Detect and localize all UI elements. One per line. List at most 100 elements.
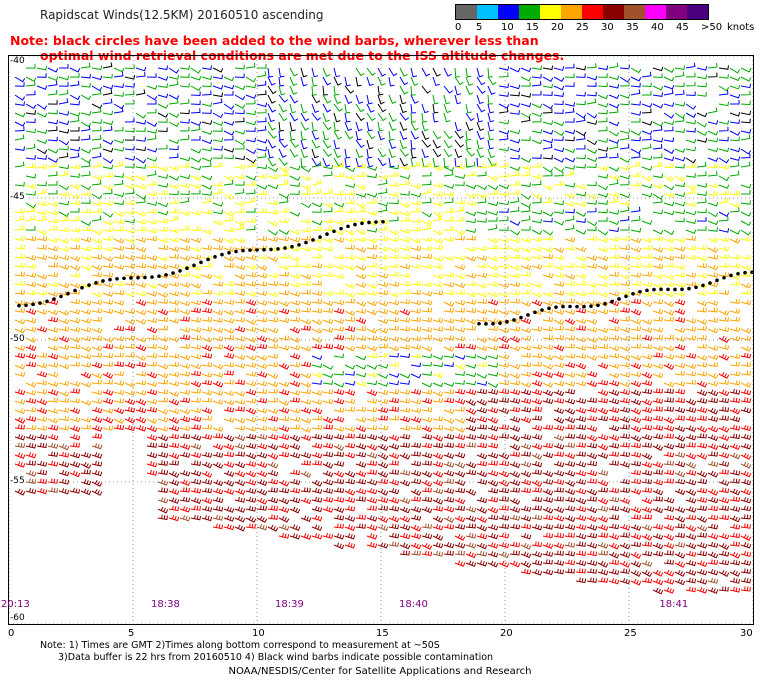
wind-barb [146, 236, 158, 242]
wind-barb [608, 236, 620, 242]
wind-barb [69, 73, 80, 78]
footnote-line2: 3)Data buffer is 22 hrs from 20160510 4)… [58, 652, 494, 663]
wind-barb [454, 235, 465, 241]
wind-barb [69, 152, 80, 159]
wind-barb [707, 107, 718, 114]
wind-barb [311, 380, 322, 385]
wind-barb [179, 119, 190, 124]
wind-barb [498, 134, 509, 141]
wind-barb [718, 89, 729, 96]
wind-barb [685, 91, 696, 97]
wind-barb [344, 316, 355, 322]
wind-barb [25, 272, 37, 278]
wind-barb [531, 551, 543, 558]
wind-barb [531, 505, 542, 511]
wind-barb [388, 488, 400, 495]
wind-barb [377, 281, 389, 288]
wind-barb [575, 415, 587, 422]
wind-barb [707, 171, 718, 177]
wind-barb [553, 496, 564, 502]
wind-barb [597, 479, 609, 487]
wind-barb [531, 424, 543, 431]
wind-barb [234, 406, 245, 412]
wind-barb [267, 426, 279, 432]
wind-barb [344, 174, 356, 181]
wind-barb [245, 76, 257, 83]
wind-barb [531, 80, 542, 87]
wind-barb [223, 362, 234, 368]
quality-flag-circle [150, 275, 154, 279]
wind-barb [399, 515, 411, 523]
wind-barb [542, 143, 553, 150]
wind-barb [608, 523, 620, 530]
wind-barb [641, 334, 653, 342]
wind-barb [69, 487, 81, 494]
wind-barb [58, 98, 69, 105]
wind-barb [740, 327, 752, 334]
wind-barb [399, 236, 411, 243]
wind-barb [630, 254, 642, 261]
wind-barb [157, 183, 169, 188]
wind-barb [355, 255, 367, 261]
wind-barb [399, 442, 410, 448]
wind-barb [245, 110, 257, 116]
wind-barb [146, 343, 157, 349]
wind-barb [718, 228, 730, 233]
wind-barb [520, 93, 532, 98]
wind-barb [432, 326, 444, 332]
wind-barb [685, 235, 696, 241]
wind-barb [553, 200, 565, 206]
wind-barb [685, 163, 696, 168]
wind-barb [663, 334, 674, 340]
wind-barb [300, 67, 308, 78]
wind-barb [531, 282, 543, 288]
wind-barb [212, 85, 224, 90]
wind-barb [619, 433, 630, 439]
wind-barb [366, 380, 378, 386]
wind-barb [58, 254, 70, 261]
wind-barb [388, 336, 400, 342]
wind-barb [212, 290, 224, 296]
quality-flag-circle [290, 244, 294, 249]
wind-barb [377, 470, 389, 478]
wind-barb [179, 479, 191, 486]
wind-barb [179, 162, 190, 168]
wind-barb [476, 308, 488, 315]
quality-flag-circle [631, 292, 635, 296]
wind-barb [157, 292, 169, 298]
quality-flag-circle [269, 247, 273, 252]
wind-barb [575, 372, 587, 378]
wind-barb [630, 101, 641, 106]
wind-barb [311, 487, 323, 494]
wind-barb [311, 355, 323, 361]
wind-barb [124, 343, 135, 349]
wind-barb [355, 217, 366, 223]
wind-barb [355, 344, 367, 350]
wind-barb [542, 300, 554, 307]
wind-barb [520, 406, 532, 413]
wind-barb [674, 82, 685, 88]
wind-barb [256, 173, 268, 179]
wind-barb [520, 215, 531, 222]
wind-barb [245, 380, 257, 387]
quality-flag-circle [666, 287, 670, 292]
wind-barb [586, 326, 598, 333]
wind-barb [652, 282, 664, 289]
wind-barb [465, 343, 477, 350]
wind-barb [531, 479, 543, 487]
wind-barb [509, 434, 521, 442]
wind-barb [234, 85, 246, 91]
wind-barb [575, 184, 587, 190]
wind-barb [355, 103, 365, 113]
wind-barb [553, 397, 565, 404]
wind-barb [322, 461, 334, 469]
wind-barb [597, 291, 609, 298]
wind-barb [69, 452, 81, 459]
wind-barb [223, 488, 235, 495]
wind-barb [509, 497, 521, 505]
wind-barb [729, 559, 741, 566]
wind-barb [542, 382, 554, 388]
wind-barb [190, 67, 202, 74]
wind-barb [553, 157, 565, 163]
wind-barb [212, 433, 223, 439]
